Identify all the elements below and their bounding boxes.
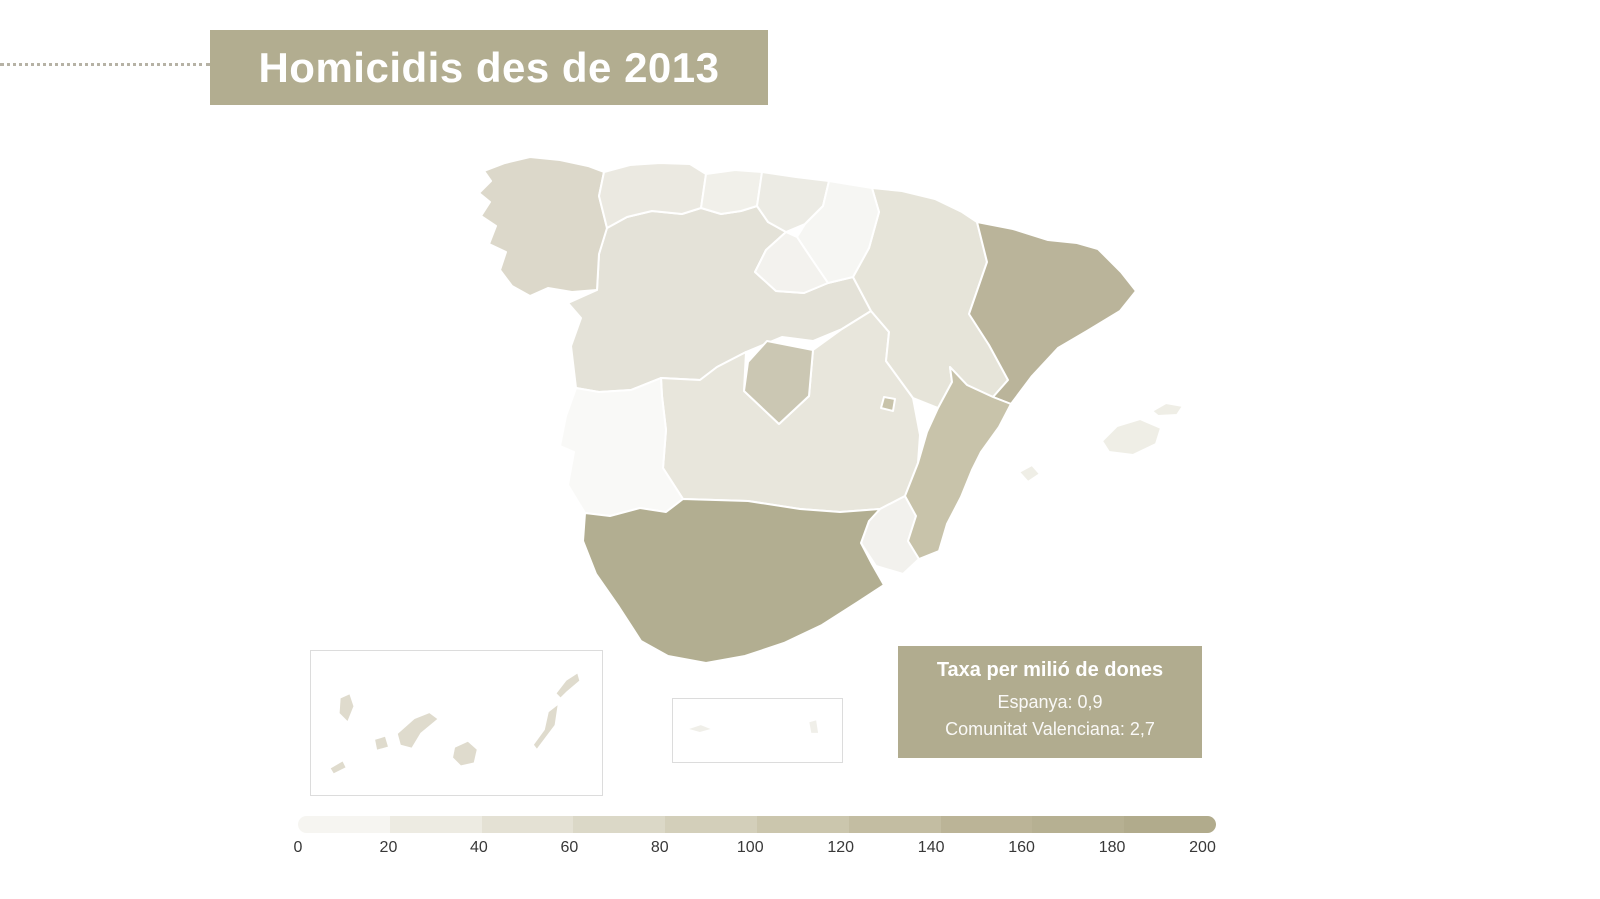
canary-island-fuerteventura[interactable] (533, 705, 558, 749)
canary-islands-inset (310, 650, 603, 796)
region-asturies[interactable] (598, 162, 707, 229)
legend-color-segment (481, 816, 574, 833)
legend-tick-label: 160 (1008, 839, 1035, 856)
ceuta-melilla-map (689, 720, 819, 733)
page-title: Homicidis des de 2013 (258, 43, 720, 91)
region-valenciana[interactable] (904, 366, 1012, 560)
map-tooltip: Taxa per milió de dones Espanya: 0,9 Com… (898, 646, 1202, 758)
legend-color-segment (665, 816, 757, 833)
legend-color-segment (1032, 816, 1125, 833)
canary-island-lanzarote[interactable] (556, 673, 580, 698)
region-valenciana-exclave[interactable] (880, 396, 896, 412)
region-ceuta[interactable] (689, 725, 711, 732)
legend-tick-label: 20 (379, 839, 398, 856)
canary-island-gran-canaria[interactable] (453, 741, 477, 766)
region-menorca[interactable] (1151, 402, 1184, 417)
region-melilla[interactable] (809, 720, 819, 733)
legend-color-segment (848, 816, 941, 833)
region-cantabria[interactable] (700, 169, 763, 215)
canary-islands-map (330, 673, 580, 774)
canary-island-la-palma[interactable] (339, 694, 354, 722)
region-mallorca[interactable] (1101, 418, 1162, 456)
legend-tick-label: 0 (293, 839, 303, 856)
legend-tick-label: 40 (469, 839, 488, 856)
tooltip-title: Taxa per milió de dones (936, 659, 1164, 681)
legend-color-segment (940, 816, 1033, 833)
legend-tick-label: 120 (827, 839, 855, 856)
legend-tick-label: 100 (736, 839, 764, 856)
region-catalunya[interactable] (968, 221, 1137, 405)
legend-tick-labels: 0 20 40 60 80 100 120 140 160 180 200 (294, 839, 1216, 861)
ceuta-melilla-inset (672, 698, 843, 763)
legend-color-segment (1124, 816, 1216, 833)
canary-island-tenerife[interactable] (397, 713, 438, 748)
canary-island-el-hierro[interactable] (330, 761, 346, 774)
legend-tick-label: 140 (917, 839, 945, 856)
spain-choropleth-map (478, 156, 1184, 664)
legend-tick-label: 200 (1189, 839, 1216, 856)
legend-color-segment (756, 816, 849, 833)
canary-island-la-gomera[interactable] (375, 736, 388, 750)
region-andalusia[interactable] (582, 498, 885, 664)
legend-color-segment (573, 816, 666, 833)
tooltip-value-valencia: Comunitat Valenciana: 2,7 (945, 719, 1155, 739)
region-madrid[interactable] (743, 340, 814, 425)
legend-color-bar (298, 816, 1216, 833)
legend-tick-label: 80 (650, 839, 669, 856)
region-eivissa[interactable] (1018, 464, 1041, 483)
legend-tick-label: 60 (560, 839, 579, 856)
dotted-connector-line (0, 63, 210, 66)
region-galicia[interactable] (478, 156, 608, 297)
tooltip-value-spain: Espanya: 0,9 (997, 692, 1103, 712)
region-la-rioja[interactable] (754, 231, 829, 294)
legend-tick-label: 180 (1098, 839, 1126, 856)
map-title-banner: Homicidis des de 2013 (210, 30, 768, 105)
legend-color-segment (389, 816, 482, 833)
legend-color-segment (298, 816, 390, 833)
